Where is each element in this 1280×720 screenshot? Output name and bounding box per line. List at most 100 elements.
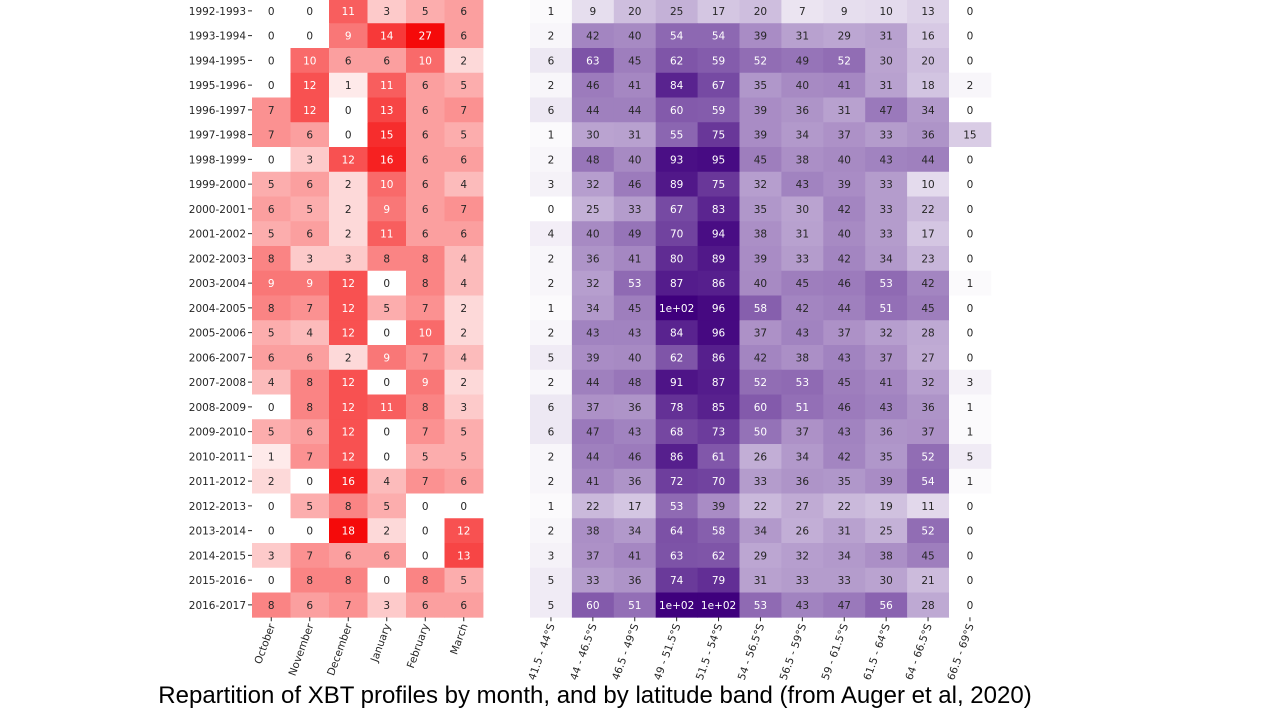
- cell-label: 70: [712, 476, 725, 488]
- heatmap-cell: [571, 97, 615, 123]
- cell-label: 0: [967, 303, 974, 315]
- y-tick-label: 1994-1995: [189, 55, 246, 67]
- cell-label: 12: [342, 451, 355, 463]
- cell-label: 0: [967, 501, 974, 513]
- cell-label: 2: [383, 526, 390, 538]
- cell-label: 0: [967, 352, 974, 364]
- cell-label: 1: [345, 80, 352, 92]
- heatmap-cell: [739, 270, 782, 296]
- cell-label: 33: [879, 204, 892, 216]
- cell-label: 9: [268, 278, 275, 290]
- cell-label: 1: [967, 427, 974, 439]
- cell-label: 1: [967, 402, 974, 414]
- cell-label: 64: [670, 526, 684, 538]
- cell-label: 54: [670, 31, 684, 43]
- cell-label: 17: [921, 229, 934, 241]
- cell-label: 0: [306, 6, 313, 18]
- heatmap-cell: [444, 122, 484, 148]
- heatmap-cell: [571, 48, 615, 74]
- cell-label: 0: [383, 278, 390, 290]
- heatmap-cell: [613, 122, 657, 148]
- cell-label: 96: [712, 303, 726, 315]
- cell-label: 2: [345, 179, 352, 191]
- cell-label: 38: [754, 229, 767, 241]
- heatmap-cell: [252, 246, 291, 272]
- heatmap-cell: [367, 196, 407, 222]
- heatmap-cell: [290, 48, 330, 74]
- cell-label: 54: [712, 31, 726, 43]
- cell-label: 45: [921, 550, 934, 562]
- heatmap-cell: [367, 23, 407, 49]
- cell-label: 7: [460, 204, 467, 216]
- heatmap-cell: [444, 23, 484, 49]
- cell-label: 0: [268, 501, 275, 513]
- cell-label: 27: [419, 31, 432, 43]
- heatmap-cell: [613, 543, 657, 569]
- heatmap-cell: [613, 493, 657, 519]
- cell-label: 5: [460, 575, 467, 587]
- heatmap-cell: [406, 518, 445, 544]
- cell-label: 2: [548, 278, 555, 290]
- cell-label: 45: [628, 55, 641, 67]
- heatmap-cell: [655, 171, 698, 197]
- heatmap-cell: [697, 369, 740, 395]
- heatmap-cell: [252, 171, 291, 197]
- cell-label: 15: [963, 130, 976, 142]
- cell-label: 43: [628, 328, 641, 340]
- figure-caption: Repartition of XBT profiles by month, an…: [158, 682, 1032, 709]
- cell-label: 33: [628, 204, 641, 216]
- cell-label: 11: [380, 229, 393, 241]
- heatmap-cell: [823, 97, 866, 123]
- cell-label: 43: [586, 328, 599, 340]
- heatmap-cell: [571, 0, 615, 24]
- heatmap-cell: [907, 221, 950, 247]
- cell-label: 3: [306, 253, 313, 265]
- cell-label: 16: [380, 154, 394, 166]
- cell-label: 27: [796, 501, 809, 513]
- heatmap-cell: [907, 246, 950, 272]
- heatmap-cell: [530, 246, 573, 272]
- cell-label: 73: [712, 427, 725, 439]
- heatmap-cell: [781, 246, 824, 272]
- heatmap-cell: [739, 171, 782, 197]
- cell-label: 62: [670, 352, 683, 364]
- heatmap-cell: [865, 369, 908, 395]
- cell-label: 8: [306, 377, 313, 389]
- heatmap-cell: [252, 518, 291, 544]
- heatmap-cell: [655, 221, 698, 247]
- heatmap-cell: [781, 221, 824, 247]
- heatmap-cell: [329, 221, 368, 247]
- heatmap-cell: [865, 295, 908, 321]
- cell-label: 33: [754, 476, 767, 488]
- heatmap-cell: [406, 493, 445, 519]
- y-tick-label: 2009-2010: [189, 427, 246, 439]
- heatmap-cell: [781, 147, 824, 173]
- cell-label: 79: [712, 575, 725, 587]
- cell-label: 63: [670, 550, 683, 562]
- heatmap-cell: [329, 48, 368, 74]
- cell-label: 0: [967, 204, 974, 216]
- heatmap-cell: [406, 246, 445, 272]
- heatmap-cell: [367, 419, 407, 445]
- heatmap-cell: [329, 543, 368, 569]
- heatmap-cell: [907, 567, 950, 593]
- heatmap-cell: [406, 394, 445, 420]
- heatmap-cell: [252, 221, 291, 247]
- cell-label: 6: [306, 130, 313, 142]
- cell-label: 51: [879, 303, 892, 315]
- heatmap-cell: [865, 72, 908, 98]
- cell-label: 43: [796, 600, 809, 612]
- cell-label: 35: [754, 80, 767, 92]
- cell-label: 22: [754, 501, 767, 513]
- heatmap-cell: [290, 246, 330, 272]
- cell-label: 35: [838, 476, 851, 488]
- cell-label: 42: [838, 204, 851, 216]
- cell-label: 6: [345, 550, 352, 562]
- cell-label: 3: [268, 550, 275, 562]
- cell-label: 0: [967, 179, 974, 191]
- cell-label: 36: [628, 402, 642, 414]
- cell-label: 42: [838, 451, 851, 463]
- cell-label: 0: [967, 328, 974, 340]
- heatmap-cell: [949, 493, 992, 519]
- cell-label: 28: [921, 328, 934, 340]
